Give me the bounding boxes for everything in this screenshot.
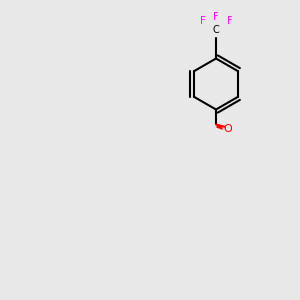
Text: C: C [213, 25, 219, 35]
Text: F: F [213, 11, 219, 22]
Text: F: F [200, 16, 205, 26]
Text: F: F [227, 16, 232, 26]
Text: O: O [224, 124, 232, 134]
